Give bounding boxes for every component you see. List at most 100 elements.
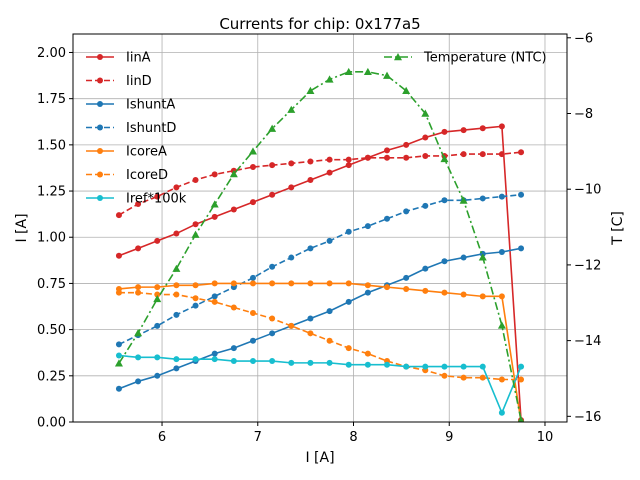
point-iina-6: [230, 206, 237, 213]
point-icorea-15: [403, 285, 410, 292]
legend-marker-iref-100k: [97, 195, 103, 201]
legend-label-iind: IinD: [126, 74, 152, 89]
point-iina-16: [422, 134, 429, 141]
legend-marker-icorea: [97, 148, 103, 154]
point-icorea-20: [498, 293, 505, 300]
x-tick-label-3: 9: [445, 430, 453, 445]
point-iina-10: [307, 176, 314, 183]
point-temperature-ntc-13: [363, 67, 372, 76]
y-axis-right: −16 −14 −12 −10 −8 −6: [567, 31, 601, 425]
point-icored-21: [518, 376, 525, 383]
point-iref-100k-15: [403, 363, 410, 370]
point-ishuntd-2: [154, 322, 161, 329]
point-iref-100k-16: [422, 363, 429, 370]
point-icored-3: [173, 291, 180, 298]
point-iref-100k-19: [479, 363, 486, 370]
point-ishuntd-4: [192, 302, 199, 309]
point-icorea-7: [249, 280, 256, 287]
point-iref-100k-7: [249, 358, 256, 365]
point-icored-7: [249, 309, 256, 316]
point-iref-100k-10: [307, 359, 314, 366]
series-ishunta: [115, 245, 525, 392]
point-icorea-12: [345, 280, 352, 287]
point-icorea-11: [326, 280, 333, 287]
point-icored-9: [288, 322, 295, 329]
point-iina-20: [498, 123, 505, 130]
point-icorea-8: [269, 280, 276, 287]
point-temperature-ntc-8: [268, 124, 277, 132]
point-icorea-17: [441, 289, 448, 296]
legend-item-iref-100k: Iref*100k: [86, 192, 187, 207]
point-iina-14: [384, 147, 391, 154]
point-icorea-18: [460, 291, 467, 298]
point-temperature-ntc-15: [402, 86, 411, 94]
y-tick-label-7: 1.75: [37, 92, 66, 107]
point-iind-13: [364, 154, 371, 161]
point-iina-8: [269, 191, 276, 198]
point-iina-5: [211, 213, 218, 220]
point-iind-11: [326, 156, 333, 163]
point-icored-20: [498, 376, 505, 383]
point-ishuntd-3: [173, 311, 180, 318]
grid: [73, 34, 567, 423]
point-ishunta-21: [518, 245, 525, 252]
point-ishuntd-7: [249, 274, 256, 281]
point-iind-15: [403, 154, 410, 161]
point-icorea-1: [135, 284, 142, 291]
point-ishuntd-8: [269, 263, 276, 270]
point-ishunta-6: [230, 345, 237, 352]
legend-label-ishuntd: IshuntD: [126, 121, 176, 136]
point-iind-19: [479, 151, 486, 158]
legend-label-icorea: IcoreA: [126, 145, 167, 160]
point-icored-0: [115, 289, 122, 296]
x-tick-label-2: 8: [349, 430, 357, 445]
point-temperature-ntc-5: [210, 200, 219, 208]
point-ishunta-8: [269, 330, 276, 337]
y-tick-label-8: 2.00: [37, 46, 66, 61]
point-icored-4: [192, 295, 199, 302]
point-icorea-4: [192, 282, 199, 289]
point-ishunta-7: [249, 337, 256, 344]
point-icored-8: [269, 315, 276, 322]
point-temperature-ntc-16: [421, 109, 430, 117]
point-icored-1: [135, 289, 142, 296]
x-axis-label: I [A]: [305, 450, 334, 466]
point-iind-10: [307, 158, 314, 165]
point-iref-100k-14: [384, 361, 391, 368]
legend-left: IinA IinD IshuntA IshuntD IcoreA IcoreD Iref*1…: [86, 51, 187, 207]
series-icorea: [115, 280, 525, 422]
series-temperature-ntc: [114, 67, 525, 422]
point-iref-100k-18: [460, 363, 467, 370]
point-ishuntd-10: [307, 245, 314, 252]
chart-title: Currents for chip: 0x177a5: [219, 15, 420, 33]
point-ishunta-10: [307, 315, 314, 322]
y2-tick-label-1: −14: [574, 334, 601, 349]
plot-frame: [72, 33, 568, 423]
point-ishunta-12: [345, 298, 352, 305]
point-temperature-ntc-21: [517, 416, 525, 422]
y-tick-label-6: 1.50: [37, 138, 66, 153]
point-iina-19: [479, 125, 486, 132]
series-line-iina: [118, 125, 522, 421]
point-ishuntd-0: [115, 341, 122, 348]
point-icorea-3: [173, 282, 180, 289]
series-layer: [114, 67, 525, 422]
point-icored-11: [326, 337, 333, 344]
point-ishunta-18: [460, 254, 467, 261]
point-icored-6: [230, 304, 237, 311]
point-iind-0: [115, 212, 122, 219]
point-ishuntd-21: [518, 191, 525, 198]
y2-tick-label-2: −12: [574, 258, 601, 273]
point-iind-7: [249, 164, 256, 171]
legend-item-icorea: IcoreA: [86, 145, 167, 160]
series-icored: [115, 289, 525, 383]
point-iref-100k-2: [154, 354, 161, 361]
point-temperature-ntc-14: [383, 71, 392, 79]
point-iref-100k-4: [192, 356, 199, 363]
point-ishuntd-5: [211, 293, 218, 300]
point-ishunta-5: [211, 350, 218, 357]
series-line-ishuntd: [118, 193, 522, 346]
y2-tick-label-5: −6: [574, 31, 593, 46]
point-iind-12: [345, 156, 352, 163]
y-tick-label-1: 0.25: [37, 369, 66, 384]
